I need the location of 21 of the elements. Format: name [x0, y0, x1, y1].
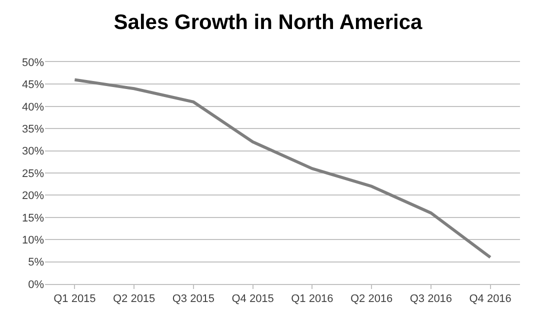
y-tick-label: 5%: [28, 256, 44, 269]
y-tick-label: 45%: [22, 79, 44, 92]
x-tick-label: Q1 2015: [54, 293, 96, 306]
x-tick-label: Q3 2015: [172, 293, 215, 306]
x-tick-label: Q3 2016: [410, 293, 452, 306]
y-tick-label: 0%: [28, 278, 44, 291]
y-tick-label: 50%: [22, 56, 44, 69]
y-tick-label: 25%: [22, 168, 44, 180]
line-series: [73, 78, 492, 259]
x-tick-label: Q4 2016: [469, 293, 512, 306]
x-tick-label: Q2 2016: [350, 293, 393, 306]
y-tick-label: 15%: [22, 212, 44, 224]
x-tick-label: Q1 2016: [291, 293, 334, 306]
x-tick-label: Q4 2015: [232, 293, 274, 306]
y-tick-label: 30%: [22, 146, 44, 158]
y-tick-label: 10%: [22, 234, 44, 246]
y-tick-label: 40%: [22, 101, 44, 114]
x-tick-label: Q2 2015: [112, 293, 156, 306]
y-tick-label: 20%: [22, 190, 44, 202]
y-tick-label: 35%: [22, 123, 44, 136]
chart-title: Sales Growth in North America: [114, 11, 423, 34]
